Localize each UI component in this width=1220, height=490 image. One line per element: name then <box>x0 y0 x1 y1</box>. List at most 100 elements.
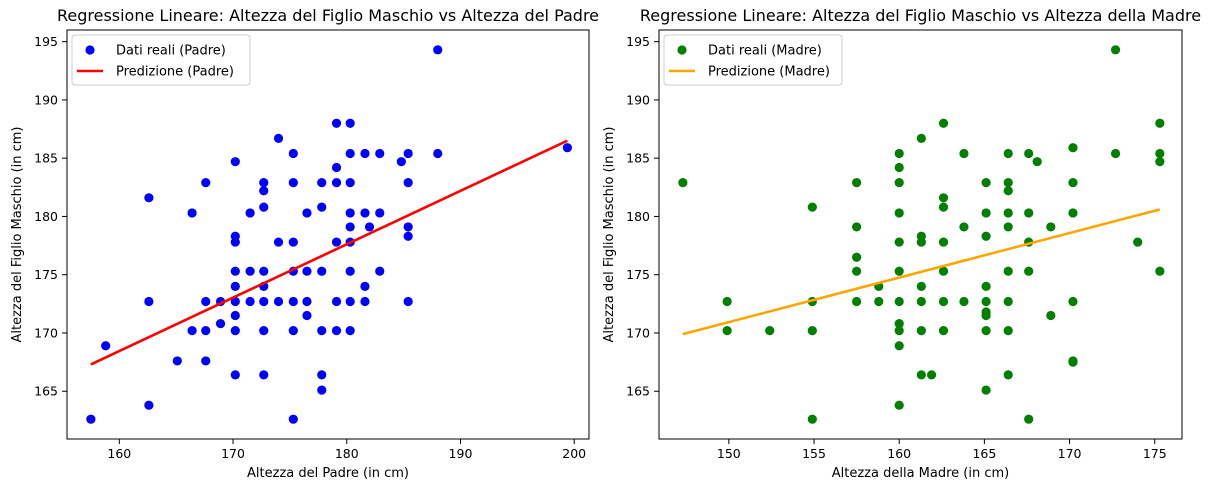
data-point <box>230 296 240 307</box>
data-point <box>894 326 904 336</box>
data-point <box>375 148 385 159</box>
data-point <box>345 178 355 188</box>
data-point <box>959 296 969 307</box>
data-point <box>245 266 255 276</box>
data-point <box>1003 186 1013 196</box>
data-point <box>317 370 327 380</box>
x-tick-label: 160 <box>887 446 911 461</box>
data-point <box>230 157 240 167</box>
data-point <box>230 326 240 336</box>
regression-line <box>90 139 568 366</box>
data-point <box>273 296 284 307</box>
data-point <box>874 296 884 307</box>
data-point <box>1155 266 1165 276</box>
data-point <box>273 237 284 247</box>
data-point <box>938 202 949 212</box>
data-point <box>230 266 240 276</box>
data-point <box>375 208 385 218</box>
data-point <box>345 208 355 218</box>
data-point <box>981 178 991 188</box>
data-point <box>230 237 240 247</box>
data-point <box>1155 157 1165 167</box>
data-point <box>722 326 732 336</box>
data-point <box>317 178 327 188</box>
data-point <box>1133 237 1143 247</box>
data-point <box>317 326 327 336</box>
axes-frame <box>658 29 1183 440</box>
data-point <box>288 414 298 424</box>
legend-marker <box>85 45 95 55</box>
data-point <box>172 356 182 366</box>
data-point <box>396 157 406 167</box>
data-point <box>916 326 926 336</box>
data-point <box>894 148 904 159</box>
data-point <box>201 356 211 366</box>
data-point <box>230 370 240 380</box>
y-tick-label: 165 <box>626 384 650 399</box>
data-point <box>1003 326 1013 336</box>
y-tick-label: 180 <box>626 209 650 224</box>
data-point <box>273 133 284 143</box>
data-point <box>331 178 342 188</box>
data-point <box>144 400 154 410</box>
legend-entry: Dati reali (Madre) <box>708 44 822 59</box>
regression-line <box>682 208 1161 336</box>
data-point <box>288 178 298 188</box>
data-point <box>302 208 312 218</box>
data-point <box>1024 414 1034 424</box>
data-point <box>302 310 312 321</box>
chart-father: Regressione Lineare: Altezza del Figlio … <box>10 6 599 481</box>
data-point <box>302 266 312 276</box>
data-point <box>959 148 969 159</box>
data-point <box>938 237 949 247</box>
data-point <box>1003 222 1013 232</box>
data-point <box>894 208 904 218</box>
data-point <box>360 148 370 159</box>
legend: Dati reali (Madre) Predizione (Madre) <box>663 34 843 86</box>
y-tick-label: 190 <box>626 92 650 107</box>
data-point <box>722 296 732 307</box>
data-point <box>807 414 817 424</box>
data-point <box>1068 357 1078 367</box>
data-point <box>403 222 413 232</box>
data-point <box>403 178 413 188</box>
y-tick-label: 170 <box>34 325 58 340</box>
data-point <box>259 370 269 380</box>
data-point <box>916 133 926 143</box>
data-point <box>331 296 342 307</box>
legend-entry: Dati reali (Padre) <box>116 44 226 59</box>
data-point <box>345 326 355 336</box>
data-point <box>144 296 154 307</box>
data-point <box>852 266 862 276</box>
data-point <box>981 385 991 395</box>
y-tick-label: 195 <box>34 34 58 49</box>
x-tick-label: 160 <box>107 446 131 461</box>
data-point <box>894 296 904 307</box>
x-tick-label: 200 <box>562 446 586 461</box>
data-point <box>345 118 355 128</box>
legend: Dati reali (Padre) Predizione (Padre) <box>71 34 251 86</box>
data-point <box>981 296 991 307</box>
data-point <box>360 281 370 291</box>
data-point <box>288 237 298 247</box>
data-point <box>852 222 862 232</box>
data-point <box>894 341 904 351</box>
legend-box <box>71 34 251 86</box>
y-tick-label: 165 <box>34 384 58 399</box>
data-point <box>403 231 413 241</box>
data-point <box>1046 310 1056 321</box>
data-point <box>1003 266 1013 276</box>
data-point <box>345 296 355 307</box>
y-tick-label: 175 <box>34 267 58 282</box>
data-point <box>317 266 327 276</box>
data-point <box>433 148 443 159</box>
data-point <box>938 326 949 336</box>
data-point <box>201 326 211 336</box>
data-point <box>360 208 370 218</box>
data-point <box>433 45 443 55</box>
y-tick-label: 180 <box>34 209 58 224</box>
data-point <box>360 296 370 307</box>
data-point <box>331 326 342 336</box>
data-point <box>1110 45 1121 55</box>
data-point <box>187 326 197 336</box>
